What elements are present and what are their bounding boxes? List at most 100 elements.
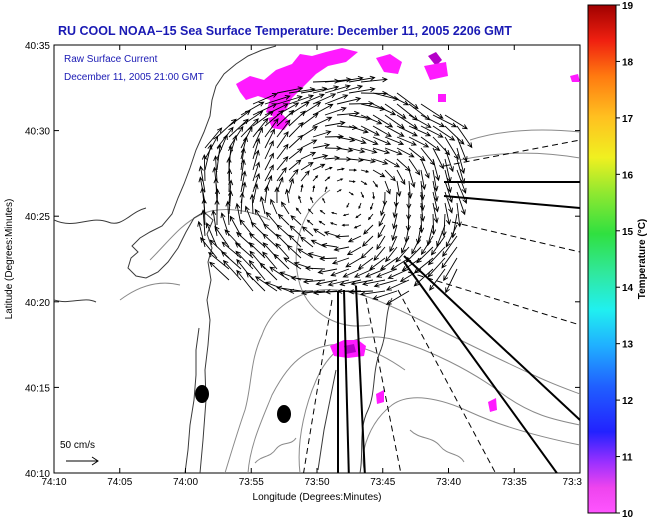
current-vector-arrow — [312, 103, 334, 116]
current-vector-arrow — [252, 149, 260, 171]
current-vector-arrow — [312, 184, 316, 193]
current-vector-arrow — [336, 96, 362, 105]
current-vector-arrow — [420, 169, 427, 191]
current-vector-arrow — [357, 257, 374, 270]
current-vector-arrow — [372, 136, 392, 146]
sst-patch-mid-dark — [344, 344, 356, 354]
current-vector-arrow — [228, 190, 234, 215]
current-vector-arrow — [264, 152, 274, 171]
current-vector-arrow — [324, 94, 349, 105]
current-vector-arrow — [274, 186, 280, 204]
current-vector-arrow — [441, 246, 458, 269]
current-vector-arrow — [360, 125, 380, 136]
colorbar-tick-label: 18 — [622, 57, 634, 68]
annotation-line-1: Raw Surface Current — [64, 54, 158, 65]
current-vector-arrow — [408, 114, 432, 128]
current-vector-arrow — [264, 118, 279, 138]
current-vector-arrow — [312, 93, 337, 105]
current-vector-arrow — [348, 147, 366, 154]
current-vector-arrow — [317, 268, 338, 275]
current-vector-arrow — [442, 235, 458, 258]
current-vector-arrow — [330, 211, 338, 215]
colorbar-tick-label: 12 — [622, 396, 634, 407]
current-vector-arrow — [335, 234, 350, 239]
station-marker-west — [195, 385, 209, 403]
current-vector-arrow — [432, 147, 444, 170]
current-vector-arrow — [236, 269, 254, 292]
current-vector-arrow — [300, 151, 317, 160]
current-vector-arrow — [348, 157, 364, 163]
current-vector-arrow — [318, 220, 326, 226]
current-vector-arrow — [312, 116, 333, 127]
current-vector-arrow — [445, 268, 458, 294]
current-vector-arrow — [276, 86, 304, 94]
current-vector-arrow — [358, 202, 362, 210]
current-vector-arrow — [324, 166, 333, 171]
map-title: RU COOL NOAA–15 Sea Surface Temperature:… — [58, 24, 512, 38]
current-vector-arrow — [444, 202, 452, 226]
colorbar — [587, 4, 617, 514]
current-vector-arrow — [288, 159, 302, 171]
x-axis-label: Longitude (Degrees:Minutes) — [253, 492, 382, 503]
current-vector-arrow — [384, 180, 391, 195]
colorbar-tick-label: 17 — [622, 114, 634, 125]
current-vector-arrow — [379, 257, 398, 270]
y-tick-label: 40:20 — [25, 298, 50, 309]
current-vector-arrow — [276, 156, 289, 171]
current-vector-arrow — [372, 125, 392, 137]
current-vector-arrow — [264, 128, 275, 149]
current-vector-arrow — [262, 233, 278, 248]
current-vector-arrow — [197, 220, 206, 248]
current-vector-arrow — [276, 95, 303, 105]
current-vector-arrow — [214, 198, 220, 225]
current-vector-arrow — [198, 165, 206, 193]
current-vector-arrow — [300, 161, 314, 171]
colorbar-tick-label: 14 — [622, 283, 634, 294]
current-vector-arrow — [456, 125, 473, 149]
current-vector-arrow — [336, 178, 344, 182]
x-tick-label: 74:10 — [41, 477, 66, 488]
current-vector-arrow — [360, 158, 377, 164]
current-vector-arrow — [359, 290, 386, 297]
current-vector-arrow — [312, 143, 331, 149]
current-vector-arrow — [327, 279, 350, 287]
current-vector-arrow — [248, 233, 266, 248]
current-vector-arrow — [300, 112, 319, 127]
current-vector-arrow — [240, 110, 264, 127]
current-vector-arrow — [331, 257, 350, 265]
current-vector-arrow — [384, 158, 401, 168]
current-vector-arrow — [276, 131, 289, 149]
current-vector-arrow — [205, 222, 218, 248]
current-vector-arrow — [396, 169, 406, 186]
current-vector-arrow — [347, 235, 362, 243]
colorbar-tick-label: 16 — [622, 170, 634, 181]
current-vector-arrow — [372, 290, 398, 300]
current-vector-arrow — [408, 169, 416, 188]
current-vector-arrow — [288, 168, 299, 182]
colorbar-tick-label: 11 — [622, 453, 633, 464]
current-vector-arrow — [275, 233, 290, 248]
current-vector-arrow — [372, 180, 379, 188]
current-vector-arrow — [420, 114, 446, 128]
current-vector-arrow — [209, 261, 230, 281]
scale-label: 50 cm/s — [60, 440, 95, 451]
sst-patch-se — [488, 398, 497, 412]
current-vector-arrow — [283, 257, 302, 270]
surface-current-vectors — [197, 75, 473, 305]
current-vector-arrow — [273, 253, 290, 270]
current-vector-arrow — [348, 289, 374, 295]
current-vector-arrow — [306, 219, 314, 226]
current-vector-arrow — [396, 136, 417, 146]
current-vector-arrow — [207, 251, 230, 270]
current-vector-arrow — [342, 268, 362, 278]
current-vector-arrow — [276, 119, 291, 138]
current-vector-arrow — [346, 202, 350, 208]
current-vector-arrow — [333, 246, 350, 252]
current-vector-arrow — [360, 169, 370, 173]
current-vector-arrow — [450, 213, 458, 239]
x-tick-label: 73:55 — [239, 477, 264, 488]
current-vector-arrow — [395, 246, 410, 263]
current-vector-arrow — [427, 246, 446, 266]
current-vector-arrow — [300, 170, 310, 182]
current-vector-arrow — [254, 276, 278, 292]
